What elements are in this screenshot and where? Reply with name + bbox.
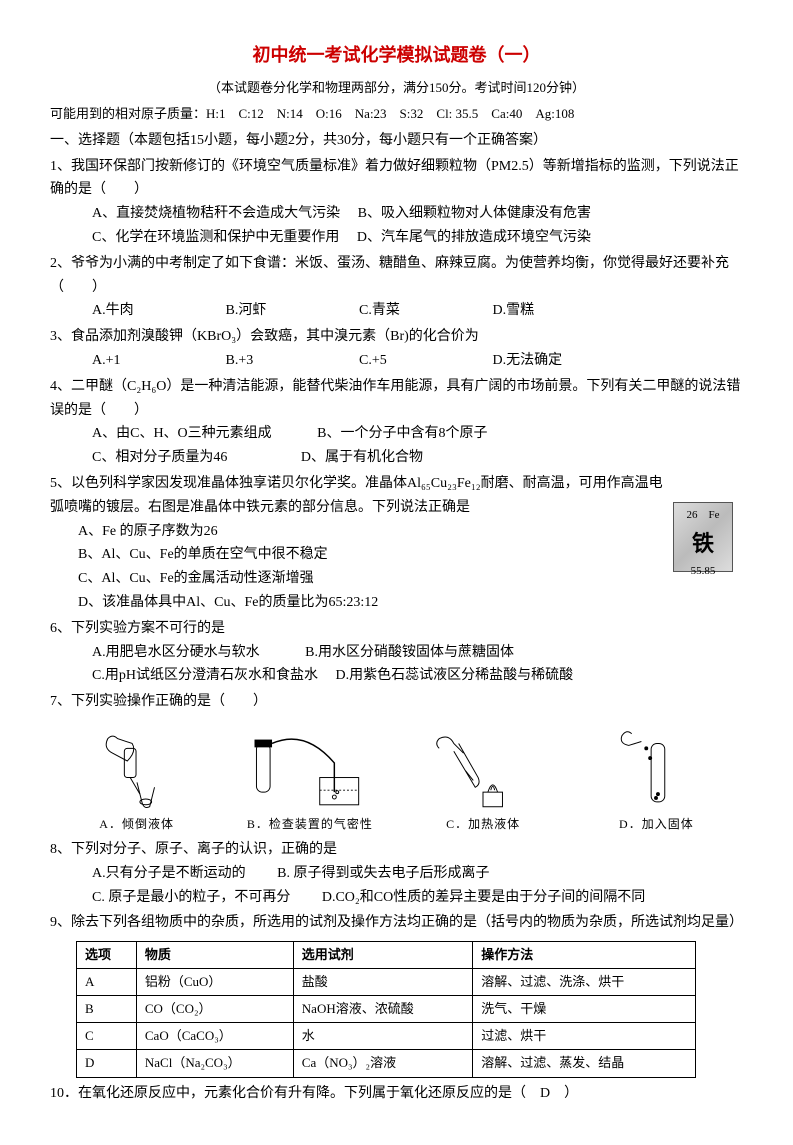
q4-stem: 4、二甲醚（C₂H₆O）是一种清洁能源，能替代柴油作车用能源，具有广阔的市场前景… [50, 375, 743, 423]
q2-stem: 2、爷爷为小满的中考制定了如下食谱：米饭、蛋汤、糖醋鱼、麻辣豆腐。为使营养均衡，… [50, 252, 743, 300]
table-row: A 铝粉（CuO） 盐酸 溶解、过滤、洗涤、烘干 [77, 969, 696, 996]
table-row: C CaO（CaCO₃） 水 过滤、烘干 [77, 1023, 696, 1050]
exam-title: 初中统一考试化学模拟试题卷（一） [50, 40, 743, 71]
q3-opt-c: C.+5 [359, 349, 489, 373]
q3-opt-d: D.无法确定 [493, 349, 623, 373]
q1-opt-d: D、汽车尾气的排放造成环境空气污染 [357, 230, 591, 245]
q2-opt-c: C.青菜 [359, 299, 489, 323]
q9-h3: 操作方法 [473, 942, 696, 969]
q7-stem: 7、下列实验操作正确的是（ ） [50, 690, 743, 714]
table-row: D NaCl（Na₂CO₃） Ca（NO₃）₂溶液 溶解、过滤、蒸发、结晶 [77, 1050, 696, 1077]
q9-stem: 9、除去下列各组物质中的杂质，所选用的试剂及操作方法均正确的是（括号内的物质为杂… [50, 911, 743, 935]
q3-opt-b: B.+3 [226, 349, 356, 373]
q4-opt-b: B、一个分子中含有8个原子 [317, 426, 487, 441]
table-row: B CO（CO₂） NaOH溶液、浓硫酸 洗气、干燥 [77, 996, 696, 1023]
q1-stem: 1、我国环保部门按新修订的《环境空气质量标准》着力做好细颗粒物（PM2.5）等新… [50, 155, 743, 203]
q4-opt-a: A、由C、H、O三种元素组成 [92, 426, 272, 441]
q9-h0: 选项 [77, 942, 137, 969]
q5-opt-d: D、该准晶体具中Al、Cu、Fe的质量比为65:23:12 [50, 591, 743, 615]
q7-label-a: A．倾倒液体 [99, 814, 174, 834]
q7-label-d: D．加入固体 [619, 814, 694, 834]
q7-diagram-row: A．倾倒液体 B．检查装置的气密性 C．加热液体 [50, 724, 743, 834]
q8-opt-a: A.只有分子是不断运动的 [92, 866, 246, 881]
q3-opt-a: A.+1 [92, 349, 222, 373]
q6-opt-d: D.用紫色石蕊试液区分稀盐酸与稀硫酸 [335, 668, 573, 683]
q8-opt-d: D.CO₂和CO性质的差异主要是由于分子间的间隔不同 [322, 890, 645, 905]
q6-stem: 6、下列实验方案不可行的是 [50, 617, 743, 641]
iron-element-tile: 26 Fe 铁 55.85 [673, 502, 733, 572]
q1-opt-c: C、化学在环境监测和保护中无重要作用 [92, 230, 339, 245]
q6-opt-c: C.用pH试纸区分澄清石灰水和食盐水 [92, 668, 318, 683]
q7-diagram-d: D．加入固体 [586, 724, 726, 834]
iron-tile-top: 26 Fe [674, 506, 732, 525]
q2-opt-d: D.雪糕 [493, 299, 623, 323]
q6-opt-a: A.用肥皂水区分硬水与软水 [92, 645, 260, 660]
iron-tile-symbol: 铁 [674, 525, 732, 562]
q8-opt-c: C. 原子是最小的粒子，不可再分 [92, 890, 290, 905]
iron-tile-mass: 55.85 [674, 562, 732, 581]
q2-opt-a: A.牛肉 [92, 299, 222, 323]
exam-subtitle: （本试题卷分化学和物理两部分，满分150分。考试时间120分钟） [50, 77, 743, 99]
q8-stem: 8、下列对分子、原子、离子的认识，正确的是 [50, 838, 743, 862]
table-header-row: 选项 物质 选用试剂 操作方法 [77, 942, 696, 969]
q7-diagram-c: C．加热液体 [413, 724, 553, 834]
q2-opt-b: B.河虾 [226, 299, 356, 323]
q8-opt-b: B. 原子得到或失去电子后形成离子 [277, 866, 489, 881]
q4-opt-d: D、属于有机化合物 [301, 450, 423, 465]
q7-diagram-a: A．倾倒液体 [67, 724, 207, 834]
q5-opt-b: B、Al、Cu、Fe的单质在空气中很不稳定 [50, 543, 743, 567]
q9-table: 选项 物质 选用试剂 操作方法 A 铝粉（CuO） 盐酸 溶解、过滤、洗涤、烘干… [76, 941, 696, 1077]
q1-opt-b: B、吸入细颗粒物对人体健康没有危害 [358, 206, 591, 221]
q10-stem: 10．在氧化还原反应中，元素化合价有升有降。下列属于氧化还原反应的是（ D ） [50, 1082, 743, 1106]
q7-label-c: C．加热液体 [446, 814, 520, 834]
q5-opt-a: A、Fe 的原子序数为26 [50, 520, 743, 544]
q1-opt-a: A、直接焚烧植物秸秆不会造成大气污染 [92, 206, 340, 221]
q5-opt-c: C、Al、Cu、Fe的金属活动性逐渐增强 [50, 567, 743, 591]
q7-label-b: B．检查装置的气密性 [247, 814, 373, 834]
q5-stem: 5、以色列科学家因发现准晶体独享诺贝尔化学奖。准晶体Al₆₅Cu₂₃Fe₁₂耐磨… [50, 472, 743, 520]
q3-stem: 3、食品添加剂溴酸钾（KBrO₃）会致癌，其中溴元素（Br)的化合价为 [50, 325, 743, 349]
q6-opt-b: B.用水区分硝酸铵固体与蔗糖固体 [305, 645, 514, 660]
q4-opt-c: C、相对分子质量为46 [92, 450, 227, 465]
q7-diagram-b: B．检查装置的气密性 [240, 724, 380, 834]
atomic-masses: 可能用到的相对原子质量：H:1 C:12 N:14 O:16 Na:23 S:3… [50, 103, 743, 125]
section-1-head: 一、选择题（本题包括15小题，每小题2分，共30分，每小题只有一个正确答案） [50, 129, 743, 153]
q9-h1: 物质 [136, 942, 293, 969]
q9-h2: 选用试剂 [293, 942, 472, 969]
